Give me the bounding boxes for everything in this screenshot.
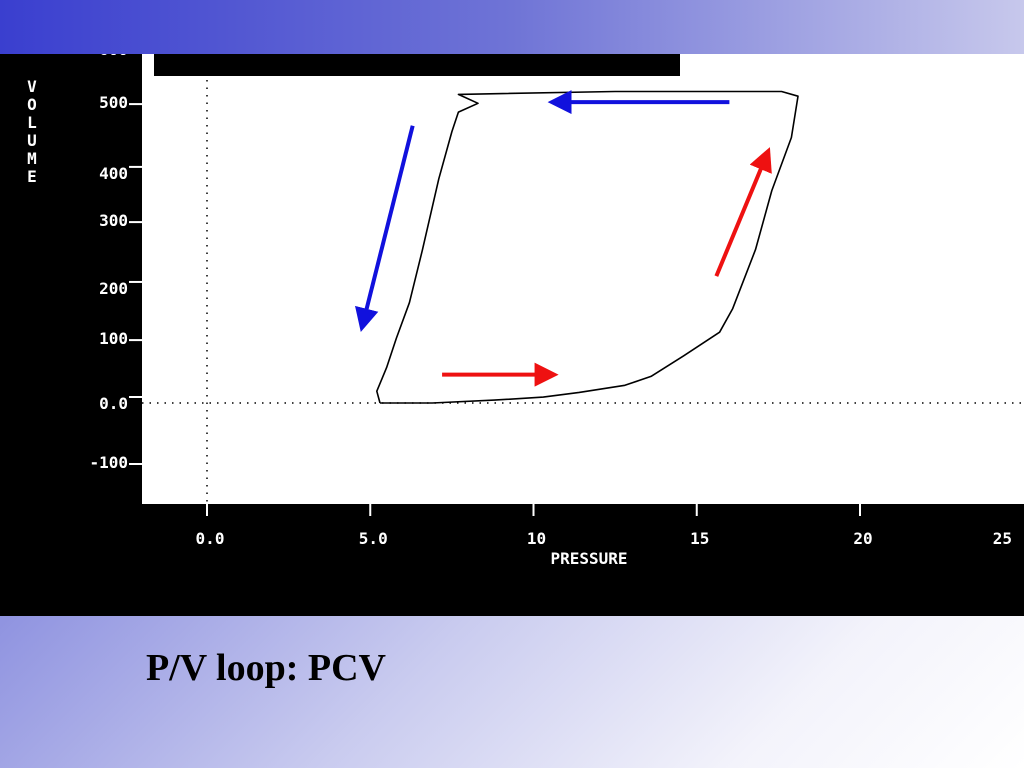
x-tick-label: 20: [853, 529, 872, 548]
status-bar: [154, 54, 680, 76]
y-tick-label: 0.0: [99, 394, 128, 413]
y-tick-label: 400: [99, 164, 128, 183]
x-tick-label: 10: [527, 529, 546, 548]
x-tick-label: 5.0: [359, 529, 388, 548]
y-tick-label: 600: [99, 54, 128, 59]
slide-footer-band: [0, 616, 1024, 768]
y-tick-label: 200: [99, 279, 128, 298]
y-tick-label: 500: [99, 93, 128, 112]
x-tick-label: 0.0: [196, 529, 225, 548]
x-axis-panel: [142, 504, 1024, 571]
y-tick-label: -100: [89, 453, 128, 472]
pv-loop-trace: [375, 90, 799, 404]
x-tick-label: 15: [690, 529, 709, 548]
x-axis-label: PRESSURE: [550, 549, 627, 568]
plot-area: [142, 54, 1024, 504]
blue-flow-arrow: [355, 125, 415, 333]
slide-title: P/V loop: PCV: [146, 647, 386, 689]
red-flow-arrow: [714, 147, 772, 277]
pv-loop-chart: 6005004003002001000.0-1000.05.010152025 …: [27, 54, 1024, 571]
ventilator-screen: 6005004003002001000.0-1000.05.010152025 …: [0, 54, 1024, 670]
slide-header-band: [0, 0, 1024, 54]
y-tick-label: 300: [99, 211, 128, 230]
y-tick-label: 100: [99, 329, 128, 348]
x-tick-label: 25: [993, 529, 1012, 548]
